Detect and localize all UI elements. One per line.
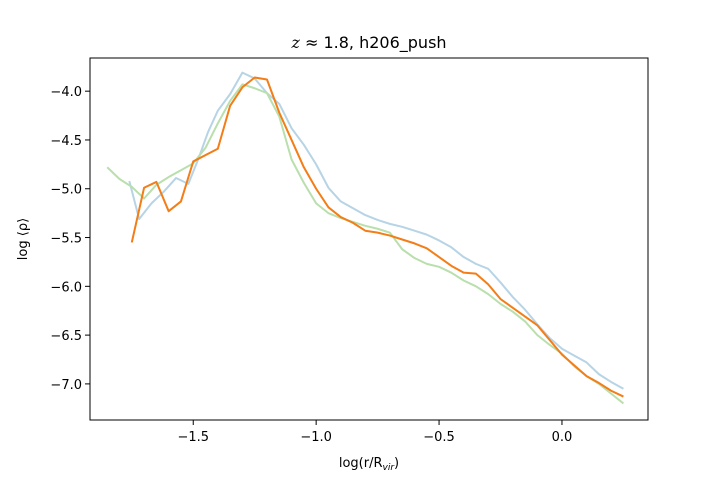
y-tick-label: −6.5 <box>50 329 82 344</box>
x-axis-label: log(r/Rvir) <box>339 456 399 473</box>
series-line-3 <box>130 76 624 398</box>
x-axis-label-end: ) <box>394 456 399 471</box>
chart-title: z ≈ 1.8, h206_push <box>290 33 446 53</box>
y-tick-label: −5.0 <box>50 183 82 198</box>
x-tick-label: −1.0 <box>300 430 332 445</box>
plot-frame <box>89 57 649 421</box>
x-tick-label: −0.5 <box>423 430 455 445</box>
series-layer <box>106 71 625 405</box>
y-tick-label: −6.0 <box>50 280 82 295</box>
x-tick-label: −1.5 <box>177 430 209 445</box>
x-axis-label-main: log(r/R <box>339 456 383 471</box>
x-tick-label: 0.0 <box>552 430 573 445</box>
y-axis-label: log ⟨ρ⟩ <box>16 218 31 260</box>
title-rest: ≈ 1.8, h206_push <box>300 33 447 53</box>
ticks-layer: −1.5 −1.0 −0.5 0.0 −4.0 −4.5 −5.0 −5.5 −6.0 −6.5 −… <box>50 85 572 445</box>
title-italic: z <box>290 33 300 52</box>
y-tick-label: −4.0 <box>50 85 82 100</box>
y-tick-label: −4.5 <box>50 134 82 149</box>
x-axis-label-sub: vir <box>383 463 396 473</box>
y-tick-label: −7.0 <box>50 378 82 393</box>
y-tick-label: −5.5 <box>50 232 82 247</box>
